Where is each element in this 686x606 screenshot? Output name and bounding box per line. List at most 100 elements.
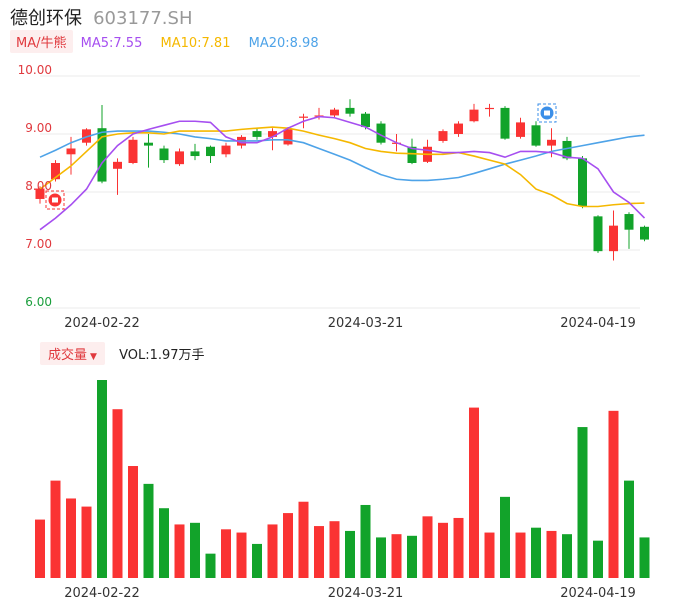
- candle-body: [562, 140, 572, 159]
- ma-indicator-tab[interactable]: MA/牛熊: [10, 30, 73, 53]
- stock-code: 603177.SH: [93, 8, 193, 29]
- candle-body: [500, 107, 510, 139]
- stock-name: 德创环保: [10, 8, 82, 29]
- volume-bar: [81, 506, 92, 578]
- volume-bar: [190, 522, 200, 578]
- candle-body: [252, 131, 262, 137]
- candle-body: [66, 148, 76, 155]
- volume-bar: [267, 524, 278, 578]
- candle-body: [128, 139, 138, 163]
- volume-bar: [562, 534, 572, 578]
- volume-bar: [314, 526, 324, 578]
- candle-body: [345, 107, 355, 114]
- volume-bar: [438, 522, 448, 578]
- ma20-legend: MA20:8.98: [248, 36, 319, 51]
- volume-bar: [174, 524, 185, 578]
- volume-bar: [469, 407, 479, 578]
- candle-body: [268, 131, 277, 137]
- candle-body: [640, 226, 649, 240]
- price-axis: 10.00 9.00 8.00 7.00 6.00: [18, 63, 52, 309]
- candle-body: [361, 113, 370, 128]
- price-tick-label: 8.00: [25, 179, 52, 193]
- date-label: 2024-03-21: [328, 586, 404, 601]
- volume-bar: [97, 380, 107, 578]
- volume-bar: [283, 513, 293, 578]
- volume-bar: [531, 527, 541, 578]
- volume-bar: [205, 553, 216, 578]
- volume-bar: [484, 532, 495, 578]
- candle-body: [547, 139, 556, 146]
- price-tick-label: 9.00: [25, 121, 52, 135]
- candle-body: [593, 216, 603, 252]
- candle-body: [531, 125, 541, 146]
- ma-legend: MA/牛熊 MA5:7.55 MA10:7.81 MA20:8.98: [10, 30, 319, 54]
- volume-bar: [608, 410, 619, 578]
- candle-body: [206, 146, 215, 157]
- volume-bar: [639, 537, 650, 578]
- candle-body: [190, 151, 200, 157]
- candle-body: [407, 146, 417, 163]
- event-markers: [45, 103, 557, 210]
- volume-bar: [236, 532, 247, 578]
- volume-bars: [35, 380, 650, 578]
- price-tick-label: 6.00: [25, 295, 52, 309]
- volume-bar: [128, 466, 138, 578]
- candle-body: [330, 109, 339, 116]
- candle-body: [624, 214, 634, 230]
- volume-bar: [577, 427, 588, 578]
- price-tick-label: 10.00: [18, 63, 52, 77]
- volume-bar: [35, 519, 45, 578]
- caret-down-icon: ▼: [90, 352, 97, 362]
- volume-bar: [593, 540, 603, 578]
- ma10-line: [39, 126, 645, 208]
- volume-bar: [159, 508, 169, 578]
- volume-bar: [66, 498, 76, 578]
- volume-bar: [221, 529, 231, 578]
- volume-bar: [252, 543, 262, 578]
- volume-bar: [112, 409, 123, 578]
- volume-bar: [345, 530, 355, 578]
- volume-bar: [515, 532, 526, 578]
- moving-average-lines: [39, 115, 646, 231]
- price-tick-label: 7.00: [25, 237, 52, 251]
- candle-body: [51, 163, 60, 180]
- date-label: 2024-03-21: [328, 316, 404, 331]
- volume-tag-label: 成交量: [48, 348, 88, 363]
- candle-body: [35, 188, 45, 199]
- candle-body: [159, 148, 169, 161]
- date-axis-top: 2024-02-22 2024-03-21 2024-04-19: [64, 316, 636, 331]
- volume-bar: [500, 496, 510, 578]
- event-marker-right[interactable]: [537, 103, 557, 123]
- candle-body: [97, 128, 107, 182]
- volume-value: VOL:1.97万手: [119, 348, 205, 363]
- candle-body: [516, 122, 525, 137]
- date-label: 2024-04-19: [560, 586, 636, 601]
- date-label: 2024-02-22: [64, 586, 140, 601]
- candle-body: [485, 107, 494, 110]
- event-marker-left[interactable]: [45, 190, 65, 210]
- volume-bar: [376, 537, 386, 578]
- volume-bar: [143, 483, 154, 578]
- ma5-legend: MA5:7.55: [80, 36, 143, 51]
- volume-bar: [360, 504, 371, 578]
- ma5-line: [39, 115, 646, 231]
- volume-bar: [453, 517, 464, 578]
- volume-bar: [422, 516, 433, 578]
- date-label: 2024-04-19: [560, 316, 636, 331]
- candle-body: [454, 123, 463, 134]
- candle-body: [438, 131, 448, 141]
- volume-bar: [546, 530, 557, 578]
- stock-header: 德创环保 603177.SH: [10, 4, 193, 29]
- volume-indicator-tab[interactable]: 成交量 ▼: [40, 342, 105, 365]
- volume-bar: [391, 534, 402, 578]
- volume-bar: [407, 535, 417, 578]
- candle-body: [113, 161, 122, 169]
- volume-bar: [624, 480, 634, 578]
- date-axis-bottom: 2024-02-22 2024-03-21 2024-04-19: [64, 586, 636, 601]
- candle-body: [144, 142, 153, 146]
- volume-bar: [298, 501, 309, 578]
- volume-bar: [50, 480, 61, 578]
- volume-bar: [329, 521, 340, 578]
- candlesticks: [35, 99, 649, 261]
